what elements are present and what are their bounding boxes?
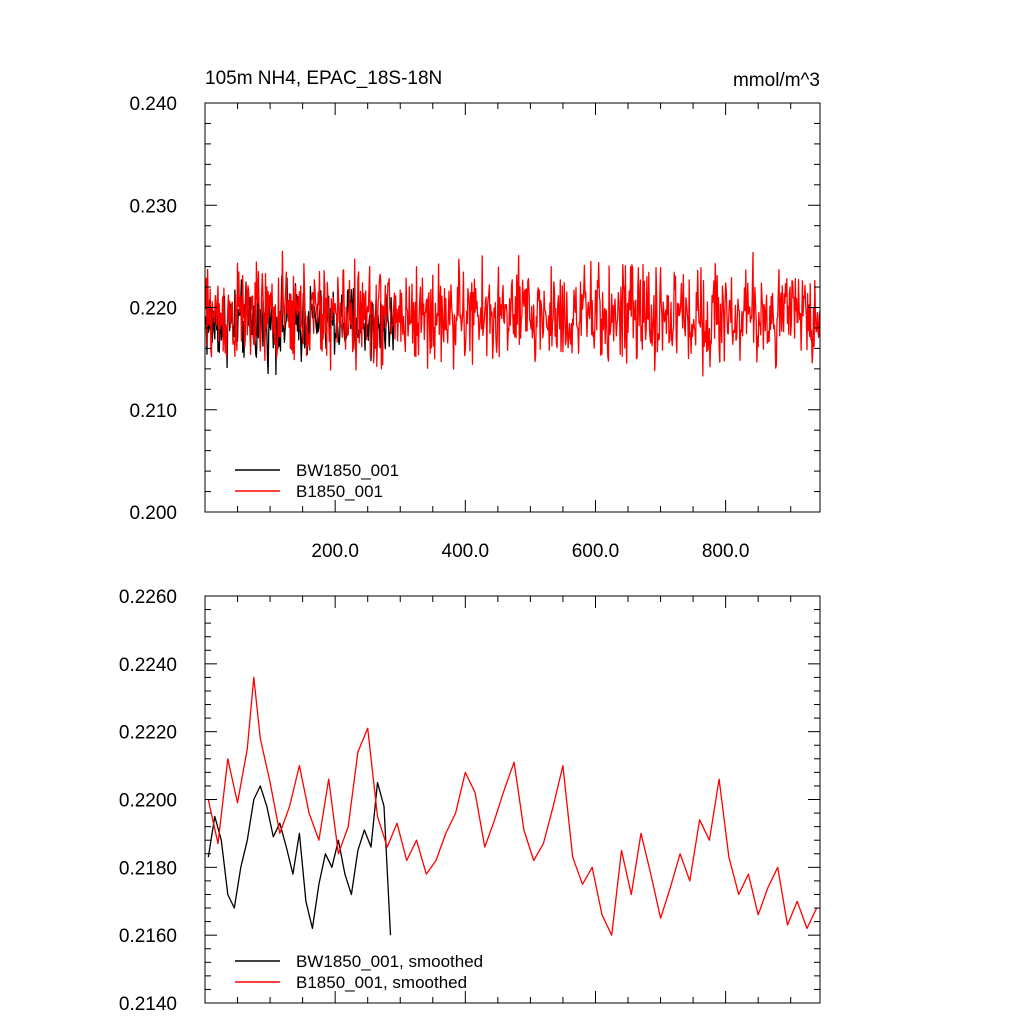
legend-label-b1850-smoothed: B1850_001, smoothed [296,973,467,992]
series-line-b1850-001 [205,250,821,377]
y-tick-label: 0.220 [129,299,177,320]
y-tick-label: 0.240 [129,94,177,115]
legend-label-bw1850-smoothed: BW1850_001, smoothed [296,952,483,971]
x-tick-label: 800.0 [702,541,750,562]
y-tick-label: 0.2260 [119,587,177,608]
legend-top: BW1850_001 B1850_001 [235,461,399,501]
chart-panel-top: 105m NH4, EPAC_18S-18N mmol/m^3 0.2000.2… [129,68,821,562]
x-tick-label: 200.0 [311,541,359,562]
x-tick-label: 400.0 [442,541,490,562]
series-layer-top [205,250,821,377]
y-tick-label: 0.2160 [119,926,177,947]
y-tick-label: 0.210 [129,401,177,422]
y-tick-label: 0.200 [129,503,177,524]
legend-bottom: BW1850_001, smoothed B1850_001, smoothed [235,952,483,992]
plot-frame-top [204,102,821,513]
y-tick-label: 0.2220 [119,723,177,744]
y-tick-label: 0.2200 [119,791,177,812]
axis-layer-top: 0.200 0.210 0.220 0.230 0.240 200.0 400.0 600.0… [129,94,820,562]
series-line-b1850-001-smoothed [207,676,818,936]
chart-title: 105m NH4, EPAC_18S-18N [205,68,442,89]
y-tick-label: 0.2140 [119,994,177,1015]
legend-label-b1850: B1850_001 [296,482,383,501]
y-tick-label: 0.2180 [119,858,177,879]
legend-label-bw1850: BW1850_001 [296,461,399,480]
chart-panel-bottom: 0.2140 0.2160 0.2180 0.2200 0.2220 0.2240 0.22… [119,587,821,1015]
plot-frame-bottom [204,595,821,1004]
series-layer-bottom [207,676,818,936]
y-tick-label: 0.2240 [119,655,177,676]
axis-layer-bottom: 0.2140 0.2160 0.2180 0.2200 0.2220 0.2240 0.22… [119,587,820,1015]
x-tick-label: 600.0 [572,541,620,562]
series-line-bw1850-001-smoothed [207,781,392,936]
units-label: mmol/m^3 [733,70,820,91]
y-tick-label: 0.230 [129,196,177,217]
